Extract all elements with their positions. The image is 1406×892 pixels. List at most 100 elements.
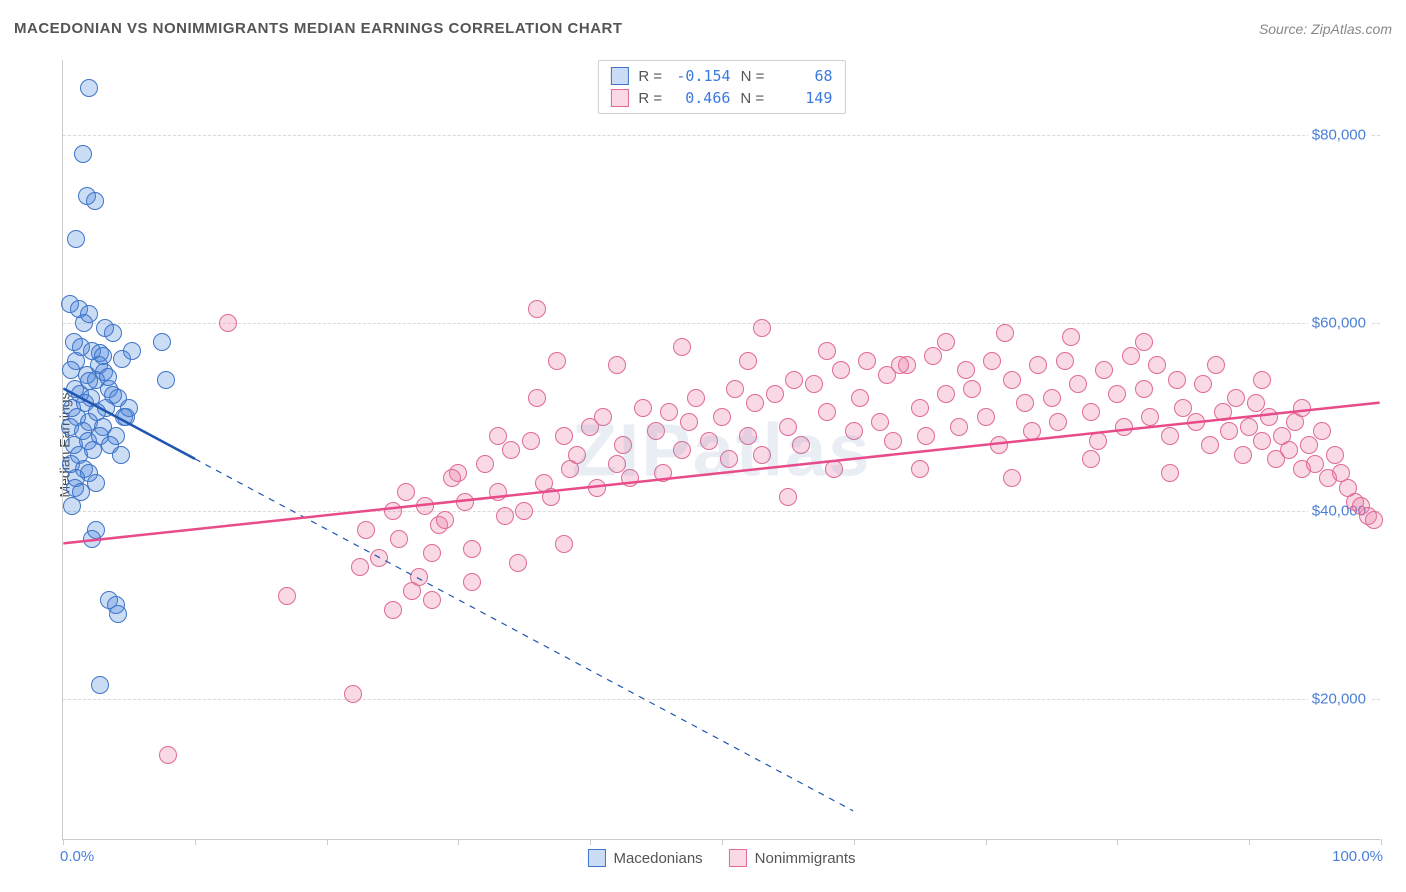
data-point-nonimmigrants [950, 418, 968, 436]
data-point-nonimmigrants [1227, 389, 1245, 407]
data-point-nonimmigrants [937, 385, 955, 403]
data-point-nonimmigrants [496, 507, 514, 525]
data-point-nonimmigrants [1095, 361, 1113, 379]
data-point-nonimmigrants [1135, 333, 1153, 351]
data-point-nonimmigrants [1082, 450, 1100, 468]
x-tick [1381, 839, 1382, 845]
legend-r-value-1: 0.466 [676, 89, 730, 107]
data-point-nonimmigrants [1089, 432, 1107, 450]
data-point-nonimmigrants [159, 746, 177, 764]
data-point-nonimmigrants [1016, 394, 1034, 412]
data-point-nonimmigrants [990, 436, 1008, 454]
data-point-nonimmigrants [818, 403, 836, 421]
gridline-h [63, 699, 1380, 700]
data-point-nonimmigrants [858, 352, 876, 370]
data-point-nonimmigrants [509, 554, 527, 572]
x-tick [986, 839, 987, 845]
source-prefix: Source: [1259, 21, 1311, 37]
data-point-nonimmigrants [410, 568, 428, 586]
data-point-nonimmigrants [884, 432, 902, 450]
data-point-nonimmigrants [1194, 375, 1212, 393]
data-point-nonimmigrants [937, 333, 955, 351]
data-point-nonimmigrants [726, 380, 744, 398]
data-point-nonimmigrants [1187, 413, 1205, 431]
data-point-nonimmigrants [344, 685, 362, 703]
data-point-nonimmigrants [845, 422, 863, 440]
data-point-nonimmigrants [1207, 356, 1225, 374]
data-point-nonimmigrants [594, 408, 612, 426]
data-point-nonimmigrants [463, 573, 481, 591]
data-point-nonimmigrants [871, 413, 889, 431]
legend-n-value-1: 149 [778, 89, 832, 107]
data-point-macedonians [80, 79, 98, 97]
legend-n-prefix: N = [740, 90, 768, 107]
legend-label-macedonians: Macedonians [613, 850, 702, 867]
data-point-nonimmigrants [1135, 380, 1153, 398]
data-point-nonimmigrants [785, 371, 803, 389]
data-point-nonimmigrants [542, 488, 560, 506]
legend-label-nonimmigrants: Nonimmigrants [755, 850, 856, 867]
trend-lines-layer [63, 60, 1380, 839]
chart-area: Median Earnings ZIPatlas R = -0.154 N = … [14, 50, 1392, 840]
data-point-nonimmigrants [739, 352, 757, 370]
data-point-nonimmigrants [528, 389, 546, 407]
data-point-macedonians [67, 230, 85, 248]
legend-swatch-1 [610, 89, 628, 107]
data-point-nonimmigrants [911, 460, 929, 478]
data-point-nonimmigrants [1161, 427, 1179, 445]
gridline-h [63, 323, 1380, 324]
legend-r-value-0: -0.154 [676, 67, 730, 85]
legend-swatch-nonimmigrants [729, 849, 747, 867]
data-point-nonimmigrants [416, 497, 434, 515]
series-legend: Macedonians Nonimmigrants [587, 849, 855, 867]
x-tick [63, 839, 64, 845]
legend-r-prefix: R = [638, 68, 666, 85]
data-point-macedonians [91, 676, 109, 694]
data-point-macedonians [115, 408, 133, 426]
data-point-macedonians [123, 342, 141, 360]
data-point-nonimmigrants [851, 389, 869, 407]
data-point-nonimmigrants [680, 413, 698, 431]
data-point-nonimmigrants [1003, 469, 1021, 487]
chart-title: MACEDONIAN VS NONIMMIGRANTS MEDIAN EARNI… [14, 20, 623, 37]
data-point-nonimmigrants [489, 483, 507, 501]
data-point-nonimmigrants [1326, 446, 1344, 464]
data-point-nonimmigrants [390, 530, 408, 548]
data-point-nonimmigrants [548, 352, 566, 370]
data-point-nonimmigrants [1029, 356, 1047, 374]
data-point-nonimmigrants [746, 394, 764, 412]
x-tick [722, 839, 723, 845]
data-point-nonimmigrants [515, 502, 533, 520]
x-axis-left-label: 0.0% [60, 848, 94, 865]
data-point-macedonians [157, 371, 175, 389]
legend-item-macedonians: Macedonians [587, 849, 702, 867]
data-point-macedonians [104, 324, 122, 342]
legend-n-value-0: 68 [779, 67, 833, 85]
x-tick [195, 839, 196, 845]
legend-n-prefix: N = [741, 68, 769, 85]
legend-swatch-0 [610, 67, 628, 85]
x-tick [1249, 839, 1250, 845]
legend-item-nonimmigrants: Nonimmigrants [729, 849, 856, 867]
data-point-nonimmigrants [476, 455, 494, 473]
data-point-nonimmigrants [219, 314, 237, 332]
data-point-nonimmigrants [654, 464, 672, 482]
data-point-nonimmigrants [1313, 422, 1331, 440]
data-point-nonimmigrants [522, 432, 540, 450]
data-point-nonimmigrants [739, 427, 757, 445]
gridline-h [63, 135, 1380, 136]
data-point-nonimmigrants [673, 441, 691, 459]
data-point-nonimmigrants [957, 361, 975, 379]
data-point-nonimmigrants [555, 427, 573, 445]
gridline-h [63, 511, 1380, 512]
data-point-nonimmigrants [825, 460, 843, 478]
data-point-nonimmigrants [660, 403, 678, 421]
data-point-nonimmigrants [608, 356, 626, 374]
data-point-macedonians [87, 521, 105, 539]
data-point-nonimmigrants [1062, 328, 1080, 346]
data-point-nonimmigrants [911, 399, 929, 417]
data-point-nonimmigrants [1049, 413, 1067, 431]
y-tick-label: $20,000 [1308, 691, 1370, 708]
data-point-nonimmigrants [779, 488, 797, 506]
data-point-nonimmigrants [1300, 436, 1318, 454]
